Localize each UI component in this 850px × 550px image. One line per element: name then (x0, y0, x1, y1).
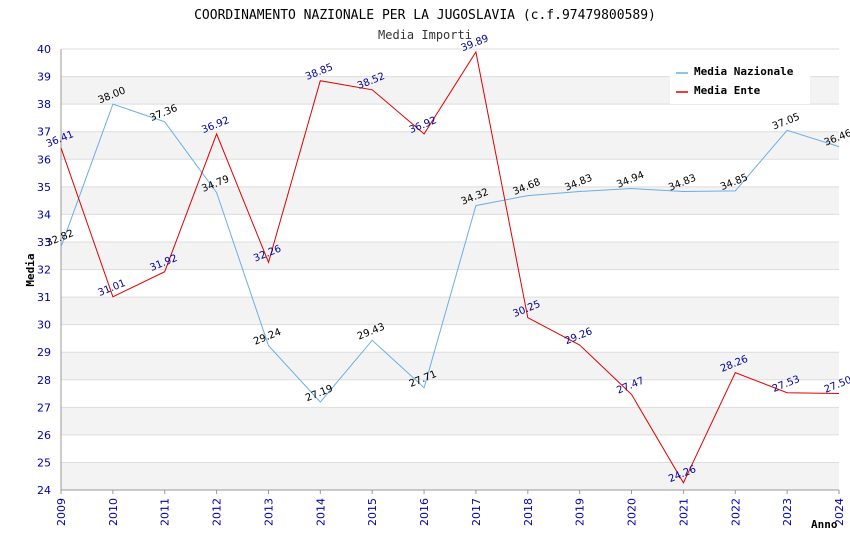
y-tick-label: 30 (37, 319, 51, 332)
y-tick-label: 25 (37, 456, 51, 469)
y-tick-label: 39 (37, 71, 51, 84)
x-tick-label: 2018 (522, 498, 535, 526)
legend: Media Nazionale Media Ente (670, 60, 810, 104)
chart-subtitle: Media Importi (378, 28, 472, 42)
x-tick-label: 2016 (418, 498, 431, 526)
x-tick-label: 2024 (833, 498, 846, 526)
y-tick-label: 24 (37, 484, 51, 497)
grid-lines (61, 48, 839, 491)
x-axis-label: Anno (811, 518, 838, 531)
y-tick-label: 40 (37, 43, 51, 56)
chart-title: COORDINAMENTO NAZIONALE PER LA JUGOSLAVI… (194, 8, 656, 23)
y-tick-label: 36 (37, 153, 51, 166)
y-tick-labels: 24 25 26 27 28 29 30 31 32 33 34 35 36 37 38 39 40 (37, 43, 51, 497)
y-tick-label: 38 (37, 98, 51, 111)
x-tick-label: 2017 (470, 498, 483, 526)
legend-label-media-ente: Media Ente (694, 84, 761, 97)
x-tick-label: 2015 (366, 498, 379, 526)
grid-band (61, 131, 839, 160)
series-line-media-ente (60, 50, 840, 484)
series-line-media-nazionale (60, 103, 840, 403)
y-axis-label: Media (24, 253, 37, 286)
x-tick-label: 2010 (107, 498, 120, 526)
x-tick-label: 2013 (262, 498, 275, 526)
legend-box (670, 60, 810, 104)
y-tick-label: 33 (37, 236, 51, 249)
y-tick-label: 35 (37, 181, 51, 194)
y-tick-label: 32 (37, 264, 51, 277)
y-tick-label: 34 (37, 208, 51, 221)
grid-band (61, 352, 839, 380)
grid-band (61, 297, 839, 325)
grid-bands (61, 76, 839, 490)
series-lines (60, 50, 840, 484)
x-tick-label: 2009 (55, 498, 68, 526)
legend-label-media-nazionale: Media Nazionale (694, 65, 794, 78)
x-tick-label: 2011 (159, 498, 172, 526)
x-tick-labels: 2009 2010 2011 2012 2013 2014 2015 2016 2017 2018… (55, 498, 846, 526)
x-tick-label: 2014 (314, 498, 327, 526)
y-tick-label: 29 (37, 346, 51, 359)
x-tick-label: 2023 (781, 498, 794, 526)
x-tick-label: 2012 (211, 498, 224, 526)
y-tick-label: 37 (37, 126, 51, 139)
axes (60, 49, 840, 494)
grid-band (61, 241, 839, 270)
y-tick-label: 27 (37, 401, 51, 414)
grid-band (61, 462, 839, 490)
x-tick-label: 2021 (677, 498, 690, 526)
y-tick-label: 28 (37, 374, 51, 387)
x-tick-label: 2019 (574, 498, 587, 526)
x-tick-label: 2022 (729, 498, 742, 526)
grid-band (61, 407, 839, 435)
y-tick-label: 26 (37, 429, 51, 442)
x-tick-label: 2020 (626, 498, 639, 526)
y-tick-label: 31 (37, 291, 51, 304)
